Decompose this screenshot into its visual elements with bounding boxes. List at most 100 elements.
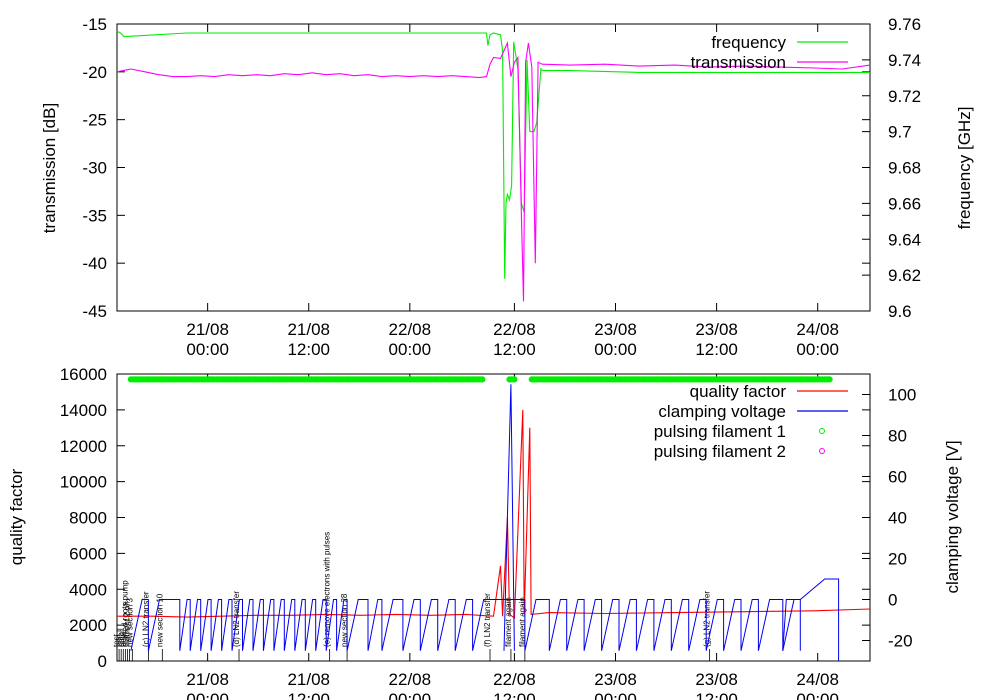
event-label: filament again [518, 597, 527, 647]
legend-quality-factor-label: quality factor [690, 382, 787, 401]
x-tick-time: 00:00 [796, 340, 839, 359]
series-clamping-voltage-sawtooth [130, 599, 801, 651]
y2-tick-label: 9.6 [888, 302, 912, 321]
y-tick-label: 8000 [69, 509, 107, 528]
event-label: small [116, 628, 125, 647]
event-label: new section 10 [155, 593, 164, 647]
x-tick-date: 24/08 [796, 320, 839, 339]
x-tick-time: 00:00 [389, 340, 432, 359]
y-tick-label: -40 [82, 254, 107, 273]
bottom-ylabel: quality factor [7, 468, 26, 565]
series-clamping-voltage-final [782, 578, 840, 661]
event-label: started roots pump [120, 580, 129, 647]
y2-tick-label: 9.74 [888, 51, 921, 70]
x-tick-date: 22/08 [493, 670, 536, 689]
x-tick-time: 00:00 [796, 690, 839, 700]
x-tick-time: 00:00 [186, 690, 229, 700]
x-tick-time: 00:00 [594, 690, 637, 700]
y2-tick-label: 9.7 [888, 123, 912, 142]
y-tick-label: -15 [82, 15, 107, 34]
top-legend: frequency transmission [691, 33, 848, 72]
y2-tick-label: 9.62 [888, 266, 921, 285]
y-tick-label: 10000 [60, 473, 107, 492]
y-tick-label: 12000 [60, 437, 107, 456]
x-tick-time: 12:00 [493, 340, 536, 359]
y2-tick-label: -20 [888, 632, 913, 651]
y2-tick-label: 80 [888, 427, 907, 446]
legend-pulsing-filament-2-label: pulsing filament 2 [654, 442, 786, 461]
legend-pulsing-filament-2-marker [819, 448, 825, 454]
event-label: new section 28 [340, 593, 349, 647]
x-tick-date: 21/08 [186, 320, 229, 339]
series-frequency [116, 30, 870, 279]
event-label: filament again [504, 597, 513, 647]
y-tick-label: 16000 [60, 365, 107, 384]
top-ylabel: transmission [dB] [40, 103, 59, 233]
x-tick-date: 23/08 [594, 670, 637, 689]
legend-pulsing-filament-1-label: pulsing filament 1 [654, 422, 786, 441]
y2-tick-label: 9.64 [888, 230, 921, 249]
event-label: (c) LN2 transfer [141, 591, 150, 647]
x-tick-date: 23/08 [594, 320, 637, 339]
x-tick-time: 00:00 [186, 340, 229, 359]
x-tick-date: 23/08 [695, 320, 738, 339]
y2-tick-label: 0 [888, 591, 897, 610]
legend-frequency-label: frequency [711, 33, 786, 52]
x-tick-date: 21/08 [186, 670, 229, 689]
y-tick-label: -20 [82, 63, 107, 82]
y2-tick-label: 9.76 [888, 15, 921, 34]
y2-tick-label: 9.68 [888, 159, 921, 178]
marker-pulsing-filament-1 [511, 376, 518, 383]
y-tick-label: -35 [82, 206, 107, 225]
y-tick-label: 2000 [69, 616, 107, 635]
legend-transmission-label: transmission [691, 53, 786, 72]
y-tick-label: 14000 [60, 401, 107, 420]
legend-pulsing-filament-1-marker [819, 428, 825, 434]
bottom-series [117, 376, 871, 661]
marker-pulsing-filament-1 [826, 376, 833, 383]
event-label: (f) LN2 transfer [483, 593, 492, 647]
top-series [116, 30, 871, 302]
event-label: (g) LN2 transfer [703, 591, 712, 647]
bottom-legend: quality factor clamping voltage pulsing … [654, 382, 848, 461]
y2-tick-label: 40 [888, 509, 907, 528]
x-tick-date: 21/08 [287, 320, 330, 339]
x-tick-time: 00:00 [594, 340, 637, 359]
x-tick-time: 00:00 [389, 690, 432, 700]
x-tick-date: 24/08 [796, 670, 839, 689]
event-label: new [118, 632, 127, 647]
y-tick-label: -45 [82, 302, 107, 321]
x-tick-date: 23/08 [695, 670, 738, 689]
marker-pulsing-filament-1 [479, 376, 486, 383]
y-tick-label: 6000 [69, 544, 107, 563]
x-tick-date: 22/08 [389, 670, 432, 689]
x-tick-time: 12:00 [695, 340, 738, 359]
x-tick-date: 22/08 [493, 320, 536, 339]
y2-tick-label: 60 [888, 468, 907, 487]
x-tick-date: 22/08 [389, 320, 432, 339]
top-axis-ticks: -15 -20 -25 -30 -35 -40 -45 9.76 9.74 9.72 9.7 9.68… [82, 15, 921, 359]
event-label: new section 3 [125, 598, 134, 647]
y-tick-label: 0 [98, 652, 107, 671]
event-label: (e) remove electrons with pulses [323, 532, 332, 647]
x-tick-date: 21/08 [287, 670, 330, 689]
y-tick-label: 4000 [69, 580, 107, 599]
x-tick-time: 12:00 [493, 690, 536, 700]
y2-tick-label: 20 [888, 550, 907, 569]
y2-tick-label: 9.72 [888, 87, 921, 106]
series-transmission [116, 41, 871, 302]
bottom-axis-ticks: 16000 14000 12000 10000 8000 6000 4000 2000 0 100… [60, 365, 917, 700]
y2-tick-label: 9.66 [888, 194, 921, 213]
event-label: test [112, 633, 121, 647]
series-clamping-voltage-spike [503, 384, 515, 651]
event-label: test.. [114, 630, 123, 647]
y2-tick-label: 100 [888, 386, 916, 405]
x-tick-time: 12:00 [287, 690, 330, 700]
transmission-frequency-chart: -15 -20 -25 -30 -35 -40 -45 9.76 9.74 9.72 9.7 9.68… [40, 15, 974, 359]
y-tick-label: -25 [82, 111, 107, 130]
x-tick-time: 12:00 [695, 690, 738, 700]
event-label: filament 2 off [123, 601, 132, 647]
x-tick-time: 12:00 [287, 340, 330, 359]
